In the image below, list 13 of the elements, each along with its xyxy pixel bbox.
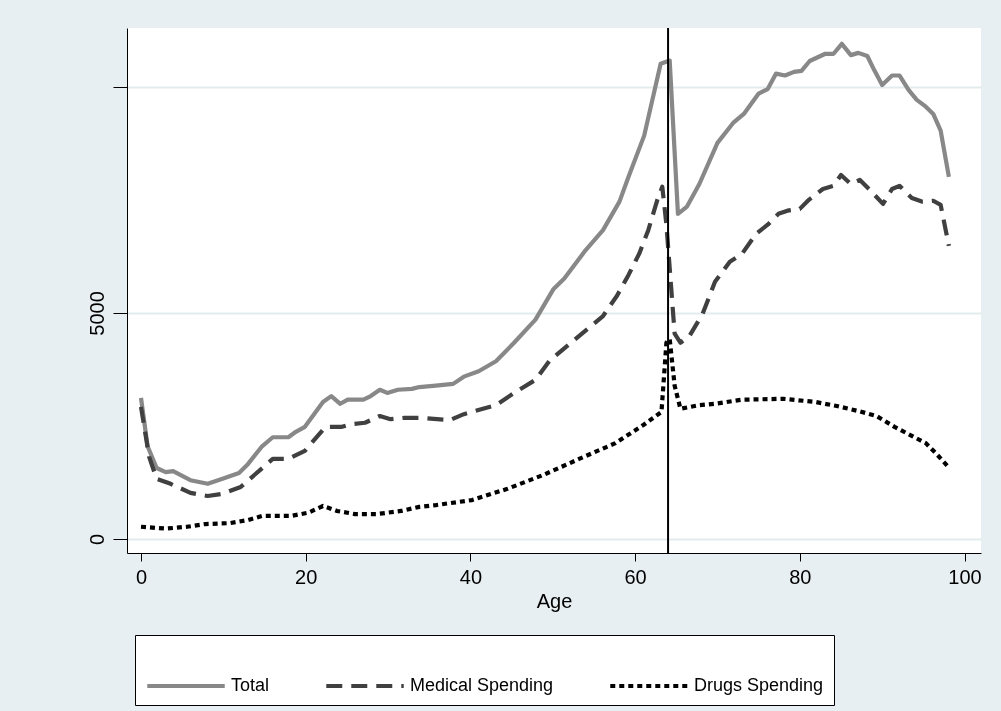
line-series xyxy=(138,41,951,486)
x-tick-label: 20 xyxy=(295,565,318,588)
y-tick-label: 5000 xyxy=(85,291,108,336)
x-tick-label: 100 xyxy=(948,565,982,588)
x-axis-title: Age xyxy=(536,589,573,612)
x-tick-label: 0 xyxy=(135,565,148,588)
legend-label: Medical Spending xyxy=(410,675,554,695)
x-tick-label: 80 xyxy=(789,565,812,588)
legend-label: Total xyxy=(231,675,270,695)
line-series xyxy=(138,172,951,499)
legend-label: Drugs Spending xyxy=(694,675,824,695)
x-tick-label: 60 xyxy=(624,565,647,588)
x-tick-label: 40 xyxy=(459,565,483,588)
